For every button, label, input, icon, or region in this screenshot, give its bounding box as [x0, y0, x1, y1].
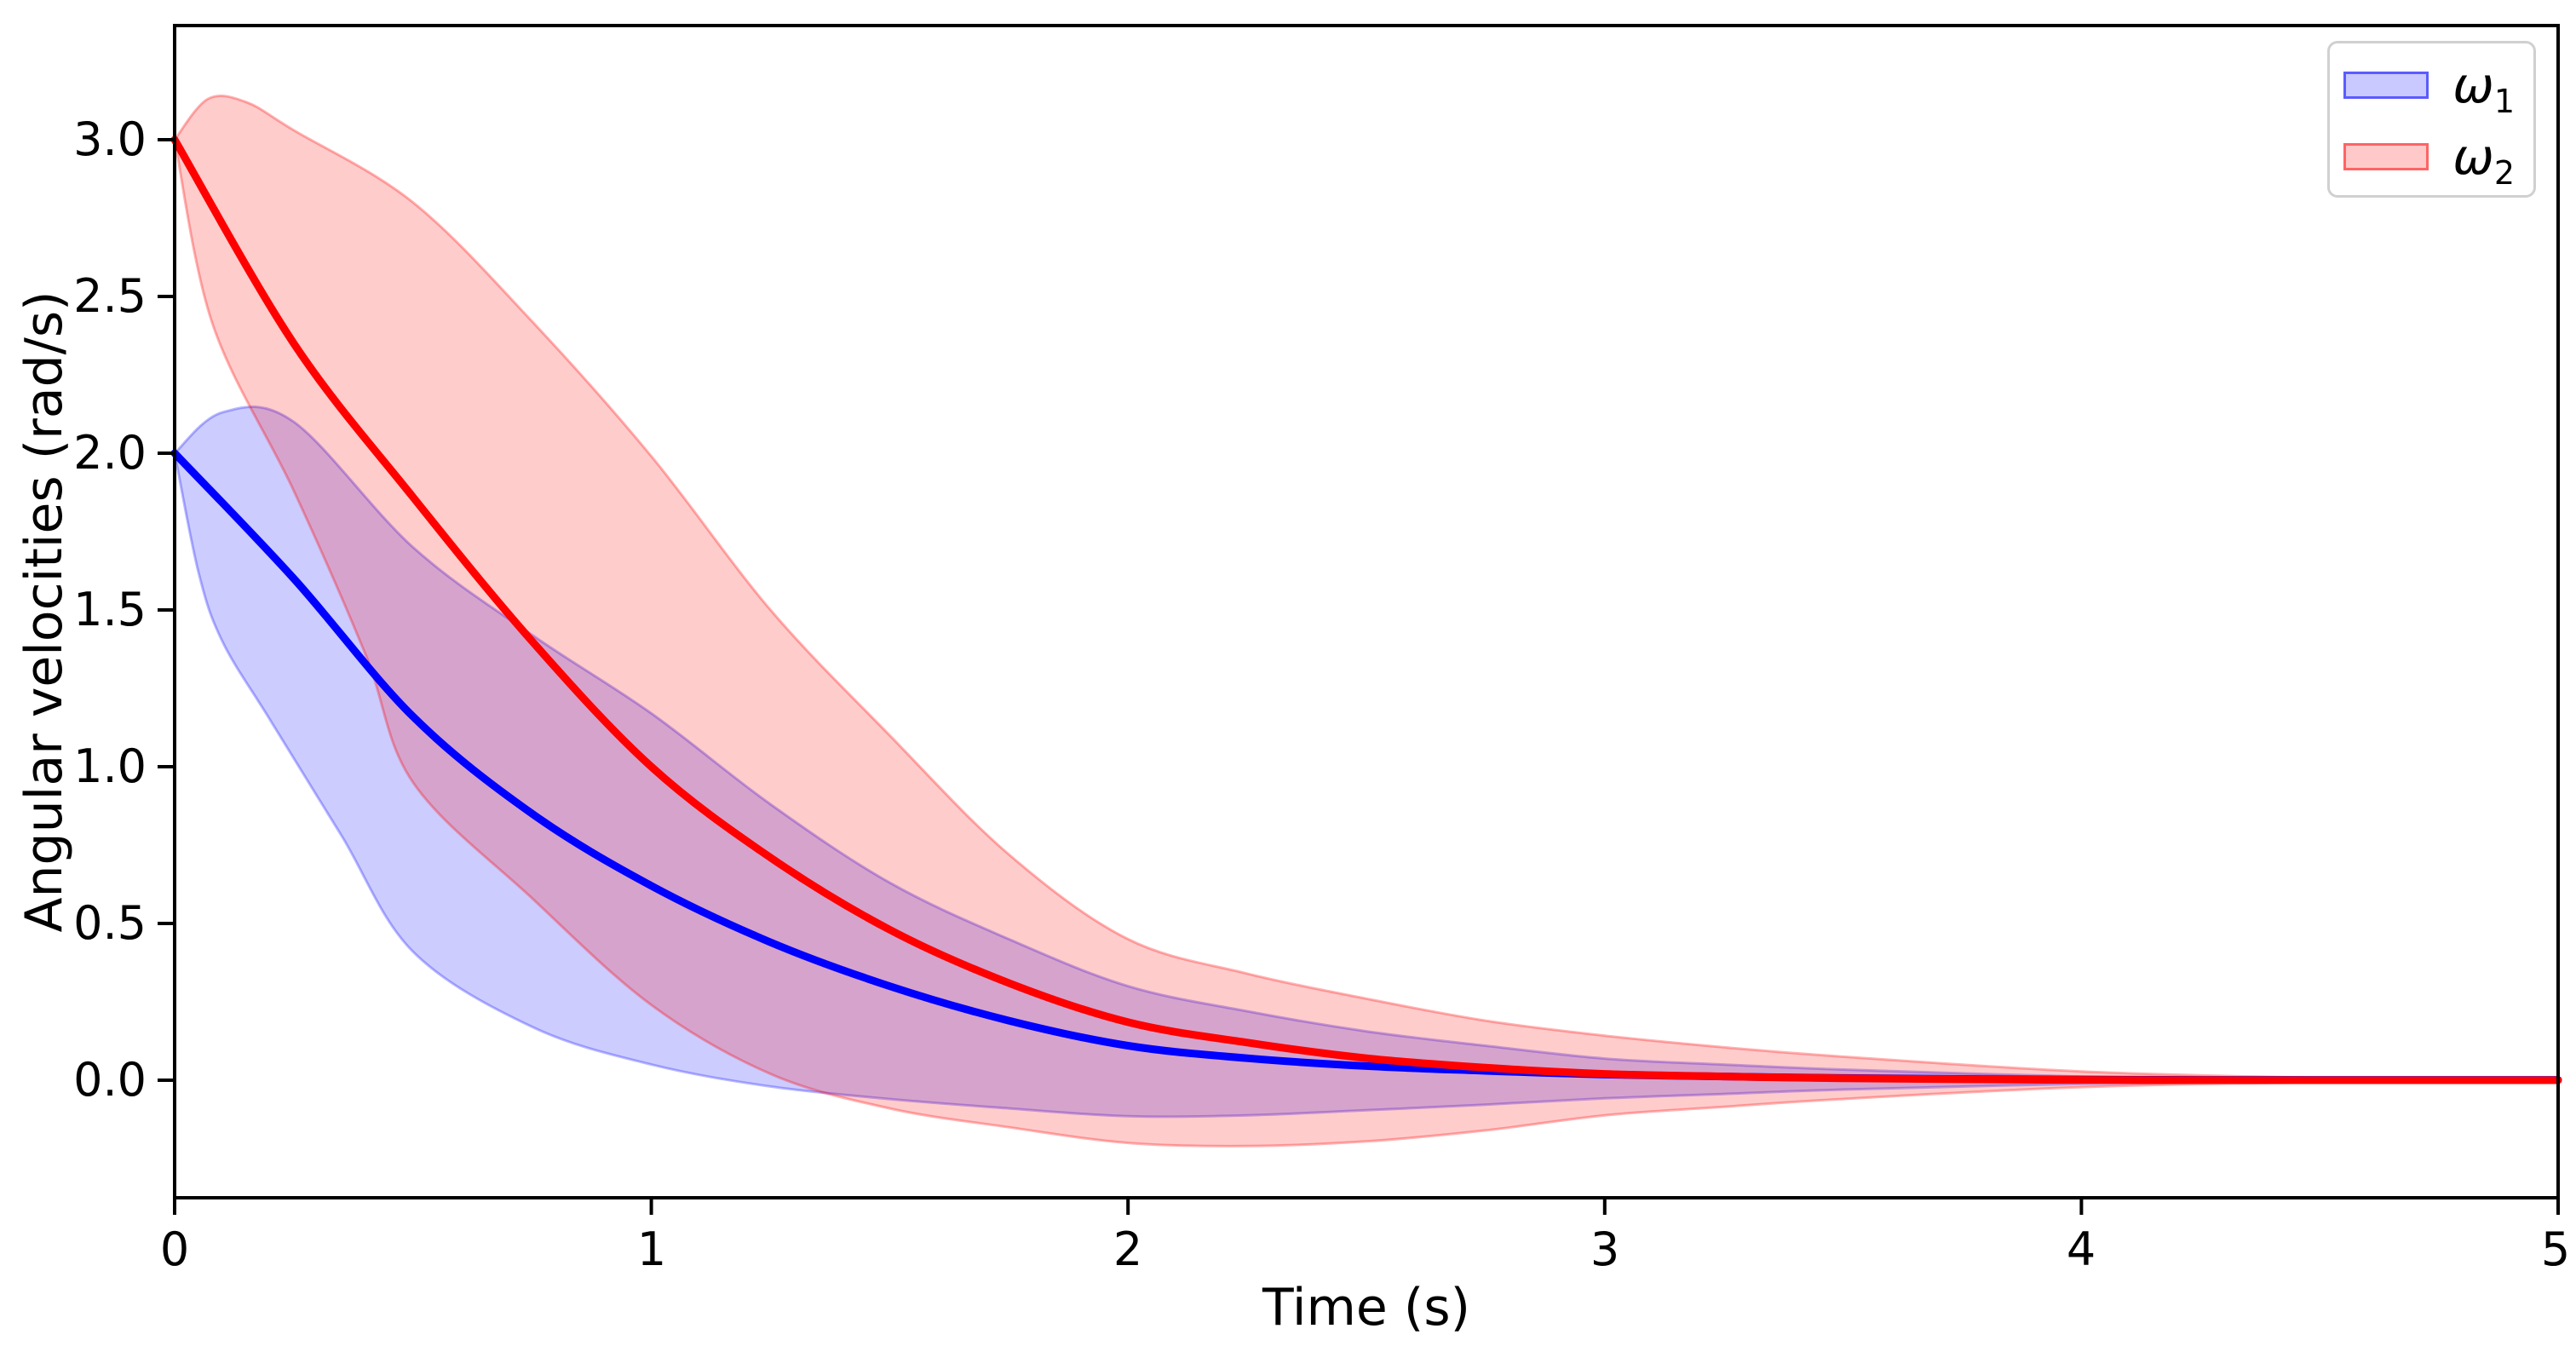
- x-tick-label-4: 4: [2066, 1222, 2096, 1276]
- y-tick-label-6: 3.0: [73, 112, 147, 166]
- y-axis-label: Angular velocities (rad/s): [14, 290, 74, 933]
- plot-border: [173, 24, 2560, 1199]
- y-tick-label-0: 0.0: [73, 1053, 147, 1107]
- legend-swatch-omega2: [2343, 143, 2429, 170]
- x-tick-label-1: 1: [636, 1222, 667, 1276]
- y-tick-label-1: 0.5: [73, 896, 147, 950]
- legend-swatch-omega1: [2343, 72, 2429, 99]
- x-tick-label-2: 2: [1113, 1222, 1143, 1276]
- x-axis-label: Time (s): [1262, 1278, 1470, 1337]
- legend-label-omega1: ω1: [2452, 56, 2515, 120]
- legend: ω1 ω2: [2327, 41, 2536, 198]
- legend-label-omega2: ω2: [2452, 128, 2515, 192]
- y-tick-label-5: 2.5: [73, 269, 147, 323]
- x-tick-label-5: 5: [2540, 1222, 2571, 1276]
- y-tick-label-4: 2.0: [73, 426, 147, 480]
- legend-item-omega1: ω1: [2343, 56, 2515, 120]
- y-tick-label-2: 1.0: [73, 739, 147, 793]
- line-omega2: [170, 135, 2562, 1084]
- x-tick-label-3: 3: [1590, 1222, 1620, 1276]
- y-tick-label-3: 1.5: [73, 583, 147, 636]
- legend-item-omega2: ω2: [2343, 128, 2515, 192]
- x-tick-label-0: 0: [159, 1222, 190, 1276]
